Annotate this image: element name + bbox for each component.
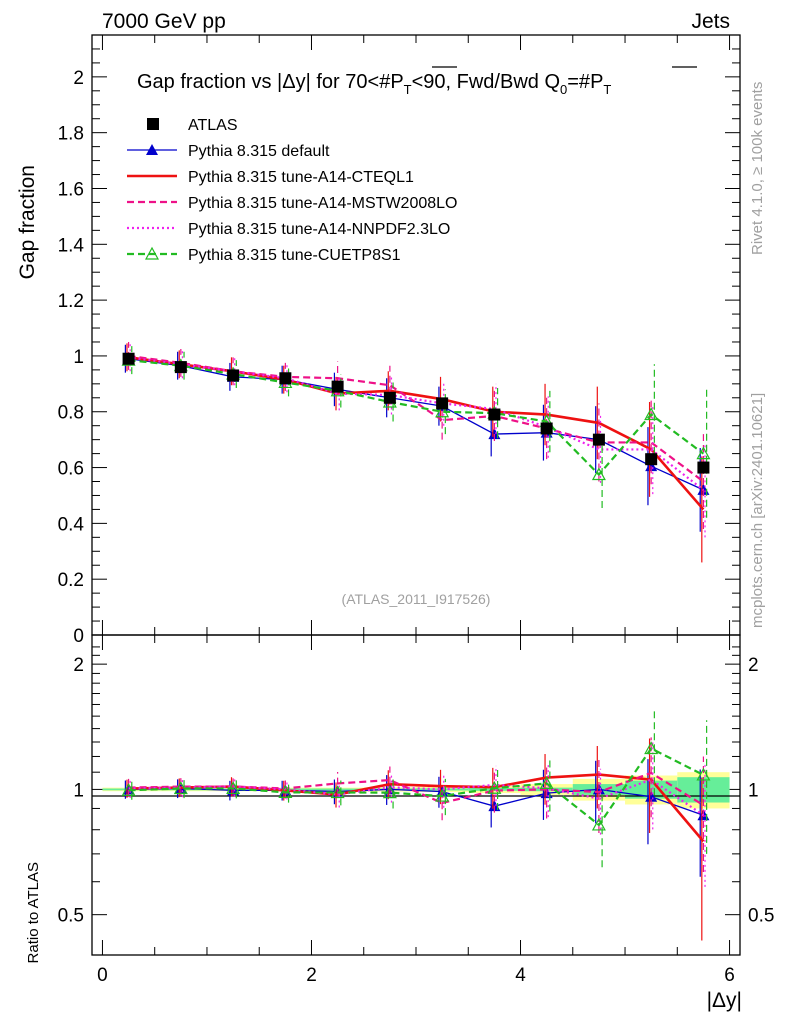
ratio-series-marker (122, 783, 135, 795)
series-line (128, 354, 705, 483)
header-right: Jets (691, 10, 730, 33)
data-point (592, 433, 605, 446)
ratio-series-marker (435, 788, 450, 802)
ratio-series (121, 711, 711, 941)
series-line (128, 356, 705, 511)
ratio-series-marker (226, 781, 241, 795)
ratio-y-tick-label: 2 (73, 655, 84, 676)
data-point (697, 461, 710, 474)
ratio-y-tick-label-right: 2 (748, 655, 759, 676)
legend-swatch-marker (146, 144, 158, 155)
ratio-series-line (128, 747, 704, 827)
legend-swatch-atlas (147, 118, 159, 130)
ratio-series-marker (278, 785, 293, 798)
y-tick-label: 1.6 (58, 179, 84, 200)
y-tick-label: 1 (73, 347, 84, 368)
ratio-series-line (128, 771, 704, 807)
ratio-y-tick-label-right: 0.5 (748, 906, 774, 927)
data-point (645, 453, 658, 466)
ratio-y-tick-label-right: 1 (748, 780, 759, 801)
x-tick-label: 6 (724, 965, 735, 986)
x-tick-label: 2 (306, 965, 317, 986)
ratio-y-axis-label: Ratio to ATLAS (25, 862, 42, 963)
header-left: 7000 GeV pp (102, 10, 226, 33)
ratio-series-line (128, 778, 705, 817)
ratio-axes: 0.5 0.5 1 1 2 2 0 2 4 6 (58, 635, 774, 986)
x-axis-label: |Δy| (707, 989, 742, 1012)
y-tick-label: 1.8 (58, 124, 84, 145)
data-point (331, 380, 344, 393)
legend-label: Pythia 8.315 tune-A14-CTEQL1 (188, 169, 414, 186)
y-tick-label: 0.4 (58, 514, 85, 535)
data-point (540, 422, 553, 435)
series-marker (591, 467, 606, 481)
y-axis-label: Gap fraction (16, 165, 39, 279)
ratio-series-marker (487, 781, 502, 794)
y-tick-label: 1.2 (58, 291, 84, 312)
legend-label: ATLAS (188, 117, 238, 134)
legend-label: Pythia 8.315 default (188, 143, 330, 160)
series-line (128, 359, 705, 477)
ratio-y-tick-label: 0.5 (58, 906, 84, 927)
data-point (279, 372, 292, 385)
x-tick-label: 4 (515, 965, 526, 986)
ratio-series-marker (644, 741, 659, 755)
y-tick-label: 0.2 (58, 570, 84, 591)
data-point (174, 361, 187, 374)
series-marker (435, 404, 450, 418)
legend-label: Pythia 8.315 tune-A14-MSTW2008LO (188, 195, 457, 212)
legend-swatch-marker (144, 246, 160, 260)
data-point (227, 369, 240, 382)
series-line (128, 356, 705, 491)
data-point (488, 408, 501, 421)
ratio-series-marker (382, 785, 397, 799)
y-tick-label: 2 (73, 68, 84, 89)
side-text-mcplots: mcplots.cern.ch [arXiv:2401.10621] (749, 393, 766, 628)
x-tick-label: 0 (97, 965, 108, 986)
ratio-series-marker (173, 781, 188, 795)
ratio-series-marker (330, 785, 345, 799)
y-tick-label: 1.4 (58, 235, 85, 256)
y-tick-label: 0 (73, 626, 84, 647)
ratio-series-marker (539, 776, 554, 790)
data-point (436, 397, 449, 410)
analysis-watermark: (ATLAS_2011_I917526) (342, 591, 491, 607)
data-point (383, 391, 396, 404)
side-text-rivet: Rivet 4.1.0, ≥ 100k events (749, 82, 766, 255)
series-marker (644, 407, 659, 421)
ratio-series-marker (591, 817, 606, 831)
data-points (122, 352, 710, 474)
main-series (121, 341, 711, 563)
main-axes: 0 0.2 0.4 0.6 0.8 1 1.2 1.4 1.6 1.8 2 (58, 35, 740, 647)
legend-label: Pythia 8.315 tune-A14-NNPDF2.3LO (188, 221, 450, 238)
legend-label: Pythia 8.315 tune-CUETP8S1 (188, 247, 401, 264)
chart-title: Gap fraction vs |Δy| for 70<#PT<90, Fwd/… (137, 71, 611, 97)
series-line (128, 358, 704, 491)
ratio-y-tick-label: 1 (73, 780, 84, 801)
y-tick-label: 0.6 (58, 459, 84, 480)
legend: ATLAS Pythia 8.315 default Pythia 8.315 tu… (127, 117, 457, 264)
series-marker (645, 460, 658, 472)
ratio-series-marker (121, 783, 136, 796)
series-marker (696, 446, 711, 460)
y-tick-label: 0.8 (58, 403, 84, 424)
ratio-series-marker (645, 790, 658, 802)
data-point (122, 352, 135, 365)
ratio-series-marker (696, 767, 711, 781)
